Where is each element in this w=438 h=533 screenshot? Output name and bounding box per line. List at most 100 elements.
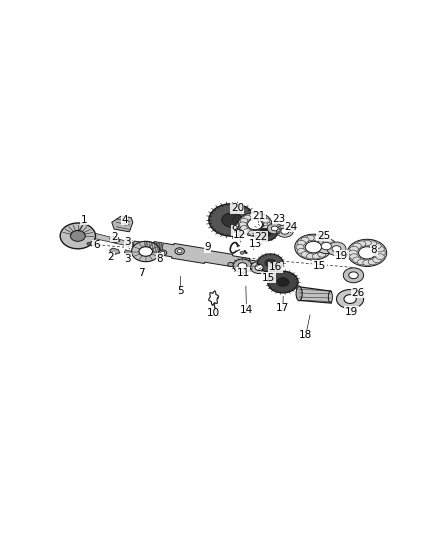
Text: 2: 2	[107, 252, 114, 262]
Ellipse shape	[254, 230, 261, 235]
Ellipse shape	[295, 234, 332, 260]
Text: 18: 18	[299, 330, 312, 341]
Text: 8: 8	[157, 254, 163, 264]
Ellipse shape	[233, 259, 252, 272]
Ellipse shape	[253, 224, 277, 241]
Ellipse shape	[353, 243, 361, 249]
Ellipse shape	[321, 248, 329, 254]
Text: 13: 13	[248, 239, 261, 249]
Ellipse shape	[301, 252, 309, 257]
Text: 19: 19	[345, 306, 358, 317]
Ellipse shape	[296, 245, 304, 250]
Ellipse shape	[307, 254, 314, 259]
Ellipse shape	[239, 222, 247, 227]
Text: 6: 6	[93, 240, 99, 251]
Text: 12: 12	[233, 230, 247, 240]
Ellipse shape	[131, 241, 160, 262]
Text: 20: 20	[231, 203, 244, 213]
Ellipse shape	[336, 289, 364, 309]
Ellipse shape	[373, 257, 381, 263]
Ellipse shape	[240, 218, 247, 223]
Ellipse shape	[271, 226, 278, 231]
Ellipse shape	[349, 272, 358, 279]
Ellipse shape	[264, 222, 271, 227]
Ellipse shape	[377, 250, 385, 256]
Polygon shape	[124, 239, 132, 244]
Ellipse shape	[236, 221, 249, 230]
Ellipse shape	[139, 247, 152, 256]
Ellipse shape	[376, 254, 384, 260]
Polygon shape	[367, 239, 374, 266]
Circle shape	[245, 252, 247, 254]
Text: 23: 23	[272, 214, 286, 224]
Ellipse shape	[259, 229, 266, 233]
Ellipse shape	[239, 223, 245, 228]
Ellipse shape	[323, 245, 331, 250]
Ellipse shape	[161, 252, 165, 254]
Ellipse shape	[359, 247, 375, 259]
Ellipse shape	[357, 259, 366, 265]
Ellipse shape	[251, 261, 268, 273]
Ellipse shape	[267, 223, 282, 234]
Ellipse shape	[244, 215, 251, 220]
Ellipse shape	[327, 242, 346, 256]
Ellipse shape	[312, 254, 320, 259]
Text: 7: 7	[138, 268, 145, 278]
Ellipse shape	[240, 252, 244, 254]
Ellipse shape	[307, 235, 314, 241]
Ellipse shape	[249, 230, 256, 235]
Ellipse shape	[222, 213, 242, 227]
Ellipse shape	[276, 225, 293, 237]
Ellipse shape	[277, 278, 289, 286]
Text: 1: 1	[81, 215, 88, 225]
Ellipse shape	[244, 229, 251, 233]
Text: 9: 9	[204, 242, 211, 252]
Ellipse shape	[90, 241, 96, 246]
Ellipse shape	[376, 246, 384, 252]
Ellipse shape	[159, 250, 167, 256]
Ellipse shape	[363, 260, 371, 265]
Ellipse shape	[305, 241, 321, 253]
Ellipse shape	[255, 264, 263, 271]
Text: 14: 14	[240, 305, 253, 315]
Ellipse shape	[321, 240, 329, 246]
Ellipse shape	[249, 214, 256, 219]
Text: 16: 16	[269, 262, 282, 272]
Polygon shape	[146, 241, 152, 262]
Text: 8: 8	[371, 246, 377, 255]
Text: 9: 9	[231, 225, 238, 235]
Ellipse shape	[60, 223, 95, 249]
Ellipse shape	[349, 250, 357, 256]
Circle shape	[279, 228, 282, 230]
Ellipse shape	[344, 295, 356, 303]
Circle shape	[277, 231, 280, 234]
Ellipse shape	[259, 215, 266, 220]
Ellipse shape	[87, 243, 90, 245]
Text: 15: 15	[313, 261, 326, 271]
Ellipse shape	[281, 228, 289, 234]
Polygon shape	[232, 204, 240, 236]
Ellipse shape	[297, 248, 305, 254]
Polygon shape	[112, 216, 133, 232]
Ellipse shape	[258, 254, 283, 272]
Ellipse shape	[316, 239, 336, 254]
Ellipse shape	[262, 218, 270, 223]
Ellipse shape	[262, 225, 270, 231]
Text: 4: 4	[121, 215, 127, 225]
Ellipse shape	[228, 262, 233, 266]
Ellipse shape	[373, 243, 381, 249]
Text: 3: 3	[124, 254, 131, 264]
Ellipse shape	[368, 241, 377, 247]
Ellipse shape	[268, 271, 298, 293]
Text: 3: 3	[124, 237, 131, 247]
Ellipse shape	[301, 237, 309, 243]
Ellipse shape	[238, 263, 247, 269]
Ellipse shape	[363, 240, 371, 246]
Ellipse shape	[347, 239, 387, 266]
Ellipse shape	[259, 228, 271, 237]
Polygon shape	[110, 248, 120, 255]
Circle shape	[244, 250, 246, 252]
Text: 5: 5	[177, 286, 184, 296]
Ellipse shape	[328, 292, 332, 303]
Text: 15: 15	[262, 273, 275, 282]
